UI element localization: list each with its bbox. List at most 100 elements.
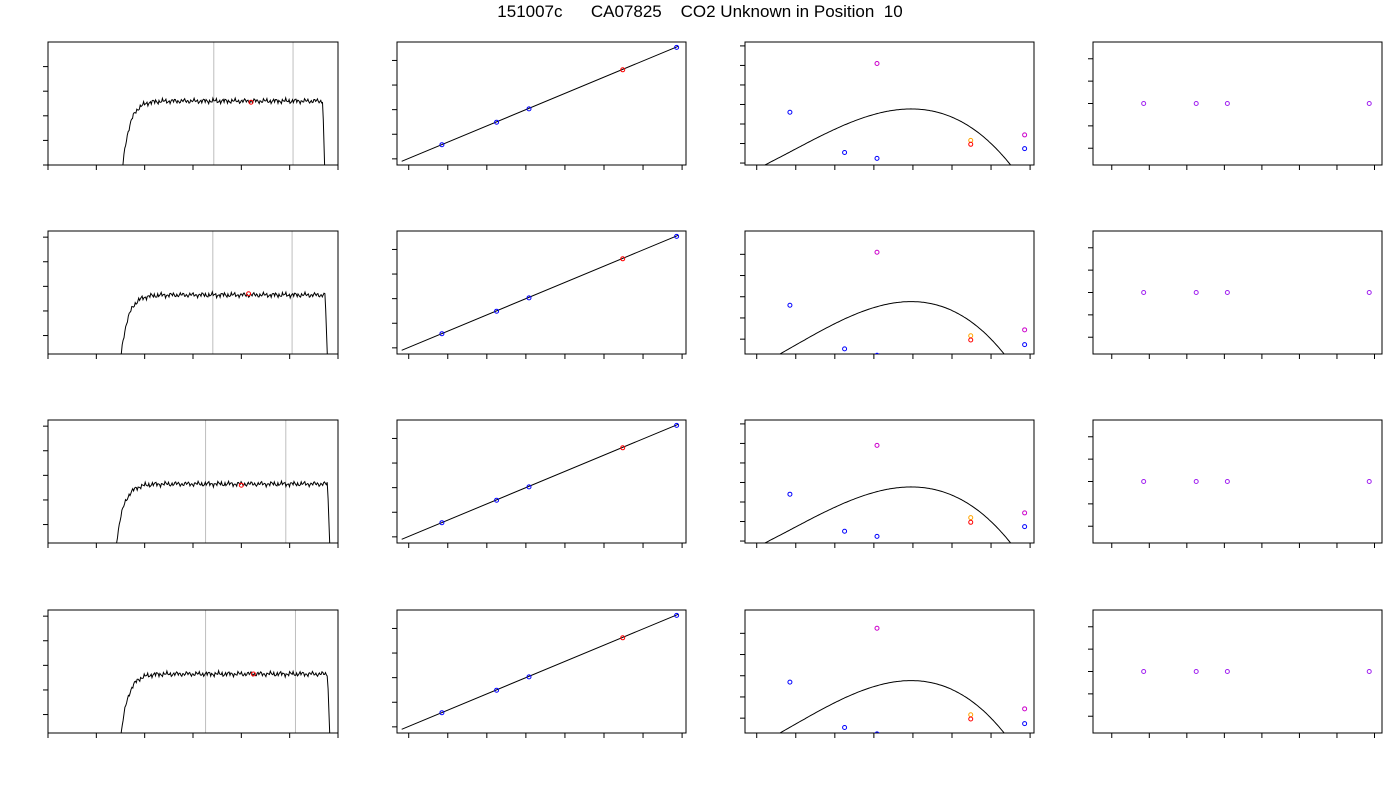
- plot-data: [122, 95, 326, 165]
- panel-2-3: [1088, 419, 1383, 548]
- plot-data: [401, 422, 680, 540]
- plot-data: [1141, 479, 1372, 484]
- panel-3-0: [43, 609, 339, 738]
- data-point-residual: [1193, 290, 1199, 295]
- panel-1-3: [1088, 230, 1383, 359]
- data-point-outlier: [1022, 706, 1028, 712]
- co2-trace-line: [120, 668, 331, 733]
- plot-data: [778, 625, 1028, 733]
- data-point-unknown: [968, 337, 974, 343]
- plot-frame: [47, 609, 339, 734]
- data-point-known: [526, 674, 532, 680]
- plot-data: [401, 612, 680, 730]
- fit-curve: [778, 680, 1005, 733]
- panel-3-1: [392, 609, 687, 738]
- data-point-unknown: [620, 256, 626, 262]
- data-point-known: [787, 679, 793, 685]
- data-point-known: [787, 302, 793, 308]
- panel-1-1: [392, 230, 687, 359]
- plot-data: [120, 290, 328, 354]
- data-point-known: [842, 528, 848, 534]
- co2-trace-line: [120, 290, 328, 354]
- plot-frame: [744, 230, 1035, 355]
- data-point-known: [1022, 342, 1028, 348]
- data-point-known: [526, 295, 532, 301]
- data-point-unknown: [620, 67, 626, 73]
- data-point-residual: [1141, 669, 1147, 674]
- plot-data: [1141, 101, 1372, 106]
- co2-trace-line: [116, 479, 331, 543]
- plot-frame: [396, 419, 687, 544]
- data-point-outlier: [874, 442, 880, 448]
- data-point-known: [526, 484, 532, 490]
- data-point-residual: [1141, 290, 1147, 295]
- data-point-unknown: [620, 445, 626, 451]
- data-point-residual: [1366, 669, 1372, 674]
- data-point-known: [674, 44, 680, 50]
- data-point-known: [494, 497, 500, 503]
- data-point-outlier: [1022, 132, 1028, 138]
- data-point-residual: [1141, 479, 1147, 484]
- data-point-known: [439, 331, 445, 337]
- data-point-residual: [1141, 101, 1147, 106]
- data-point-residual: [1224, 290, 1230, 295]
- data-point-outlier: [1022, 510, 1028, 516]
- data-point-known: [674, 233, 680, 239]
- panel-2-2: [740, 419, 1035, 548]
- data-point-unknown: [968, 716, 974, 722]
- plot-data: [778, 249, 1028, 354]
- data-point-outlier: [874, 60, 880, 66]
- data-point-unknown: [620, 635, 626, 641]
- data-point-residual: [1193, 101, 1199, 106]
- plot-frame: [396, 41, 687, 166]
- data-point-target: [968, 712, 974, 718]
- data-point-unknown: [968, 519, 974, 525]
- plot-frame: [1092, 41, 1383, 166]
- data-point-known: [787, 109, 793, 115]
- fit-curve: [763, 486, 1012, 543]
- data-point-known: [874, 533, 880, 539]
- fit-line: [401, 613, 679, 730]
- data-point-known: [842, 724, 848, 730]
- plot-frame: [1092, 609, 1383, 734]
- data-point-residual: [1366, 290, 1372, 295]
- plot-data: [116, 479, 331, 543]
- data-point-known: [1022, 721, 1028, 727]
- data-point-target: [968, 333, 974, 339]
- plot-frame: [396, 230, 687, 355]
- data-point-target: [968, 515, 974, 521]
- data-point-target: [968, 137, 974, 143]
- plot-data: [1141, 290, 1372, 295]
- data-point-unknown: [968, 141, 974, 147]
- data-point-known: [439, 142, 445, 148]
- plot-data: [120, 668, 331, 733]
- data-point-known: [787, 491, 793, 497]
- data-point-known: [674, 422, 680, 428]
- data-point-residual: [1224, 101, 1230, 106]
- data-point-outlier: [874, 625, 880, 631]
- fit-curve: [763, 108, 1012, 165]
- panel-2-0: [43, 419, 339, 548]
- data-point-residual: [1366, 479, 1372, 484]
- data-point-known: [494, 308, 500, 314]
- data-point-residual: [1224, 479, 1230, 484]
- panel-2-1: [392, 419, 687, 548]
- data-point-known: [842, 346, 848, 352]
- data-point-known: [439, 710, 445, 716]
- data-point-known: [1022, 146, 1028, 152]
- panel-3-3: [1088, 609, 1383, 738]
- panel-3-2: [740, 609, 1035, 738]
- data-point-known: [1022, 524, 1028, 530]
- sample-marker: [246, 291, 252, 297]
- data-point-outlier: [874, 249, 880, 255]
- sample-marker: [238, 482, 244, 488]
- panel-0-1: [392, 41, 687, 170]
- co2-trace-line: [122, 95, 326, 165]
- data-point-known: [674, 612, 680, 618]
- data-point-residual: [1193, 479, 1199, 484]
- plot-data: [763, 442, 1028, 543]
- plot-frame: [396, 609, 687, 734]
- plot-frame: [1092, 230, 1383, 355]
